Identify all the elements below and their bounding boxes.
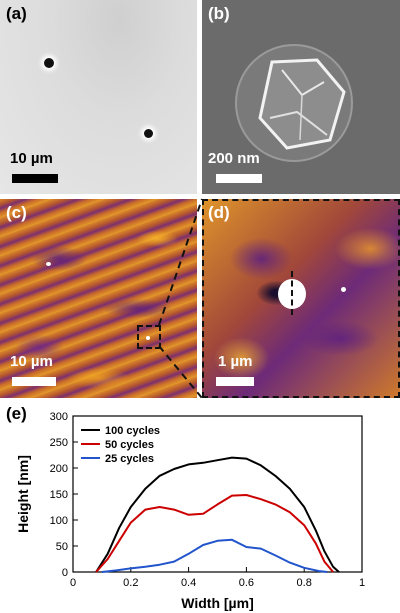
particle-dot [146, 336, 150, 340]
panel-c-scale-bar [12, 377, 56, 386]
panel-d-scale-bar [216, 377, 254, 386]
panel-c-scale-label: 10 µm [10, 353, 53, 370]
panel-b-scale-bar [216, 174, 262, 183]
panel-a-scale-label: 10 µm [10, 150, 53, 167]
x-tick-label: 0.2 [123, 577, 138, 589]
particle-dot [341, 287, 346, 292]
y-tick-label: 250 [50, 437, 68, 449]
panel-e-label: (e) [6, 404, 27, 423]
panel-b-scale-label: 200 nm [208, 150, 260, 167]
y-axis-label: Height [nm] [15, 455, 31, 533]
particle-dot [44, 58, 54, 68]
series-line [95, 494, 334, 573]
series-line [101, 538, 328, 573]
y-tick-label: 300 [50, 411, 68, 423]
particle-dot [46, 262, 51, 266]
x-tick-label: 0.4 [181, 577, 196, 589]
series-line [95, 456, 340, 573]
x-tick-label: 0.8 [297, 577, 312, 589]
panel-a-image: (a) 10 µm [0, 0, 197, 194]
panel-b-label: (b) [208, 4, 230, 23]
panel-a-scale-bar [12, 174, 58, 183]
legend-label: 25 cycles [105, 453, 154, 465]
legend-label: 50 cycles [105, 439, 154, 451]
profile-line [291, 271, 293, 315]
y-tick-label: 200 [50, 463, 68, 475]
panel-d-label: (d) [208, 203, 230, 222]
y-tick-label: 150 [50, 489, 68, 501]
particle-dot [144, 129, 153, 138]
panel-d-frame [202, 199, 400, 398]
panel-c-label: (c) [6, 203, 27, 222]
sem-particle [235, 44, 353, 162]
y-tick-label: 100 [50, 515, 68, 527]
panel-b-image: (b) 200 nm [202, 0, 400, 194]
x-axis-label: Width [µm] [181, 595, 253, 611]
x-tick-label: 0.6 [239, 577, 254, 589]
legend-label: 100 cycles [105, 425, 160, 437]
y-tick-label: 50 [56, 541, 68, 553]
y-tick-label: 0 [62, 567, 68, 579]
panel-d-scale-label: 1 µm [218, 353, 253, 370]
x-tick-label: 1 [359, 577, 365, 589]
panel-d-image: (d) 1 µm [202, 199, 400, 398]
zoom-box [137, 325, 161, 349]
panel-a-label: (a) [6, 4, 27, 23]
x-tick-label: 0 [70, 577, 76, 589]
